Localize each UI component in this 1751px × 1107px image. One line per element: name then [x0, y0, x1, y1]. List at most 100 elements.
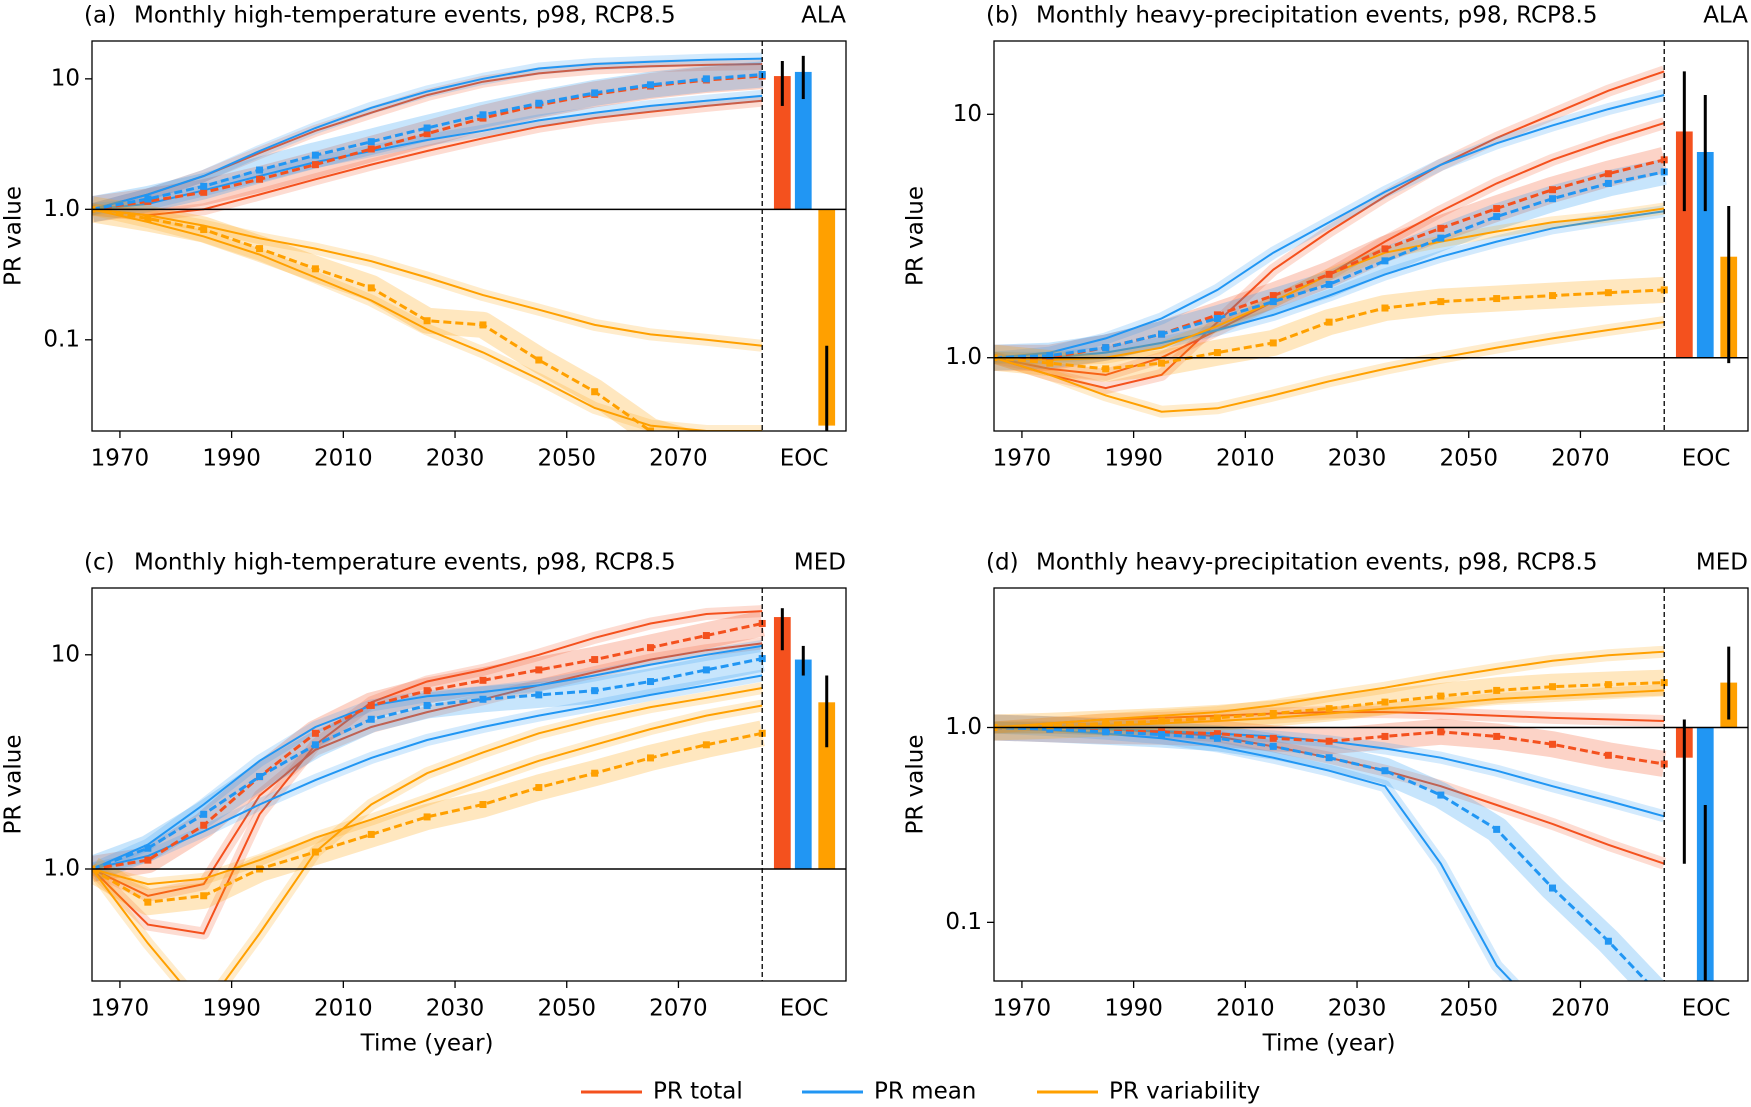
member-line [92, 208, 763, 347]
mean-marker [1437, 791, 1445, 799]
mean-marker [311, 161, 319, 169]
x-tick-label: 2050 [1439, 996, 1498, 1022]
x-axis-label: Time (year) [1262, 1031, 1396, 1057]
mean-marker [1381, 698, 1389, 706]
member-line [994, 94, 1665, 359]
mean-marker [647, 427, 655, 431]
x-tick-label: 2030 [426, 446, 485, 472]
mean-marker [702, 666, 710, 674]
mean-marker [200, 810, 208, 818]
mean-marker [1213, 311, 1221, 319]
member-line [92, 610, 763, 935]
mean-marker [1269, 710, 1277, 718]
mean-marker [1661, 996, 1668, 1003]
mean-marker [1325, 280, 1333, 288]
eoc-bar [773, 617, 791, 869]
mean-marker [1158, 731, 1166, 739]
mean-marker [1549, 884, 1557, 892]
mean-marker [367, 138, 375, 146]
member-line [92, 642, 763, 897]
mean-marker [144, 898, 152, 906]
panel-title: Monthly high-temperature events, p98, RC… [134, 550, 676, 576]
mean-marker [1493, 295, 1501, 303]
mean-marker [1549, 292, 1557, 300]
mean-marker [1493, 686, 1501, 694]
mean-marker [702, 75, 710, 83]
panel-label: (c) [84, 550, 115, 576]
y-tick-label: 1.0 [945, 344, 982, 370]
mean-marker [1269, 298, 1277, 306]
mean-marker [479, 676, 487, 684]
mean-marker [1102, 728, 1110, 736]
mean-marker [591, 656, 599, 664]
mean-marker [1325, 705, 1333, 713]
panel-label: (b) [986, 3, 1019, 29]
y-tick-label: 0.1 [945, 909, 982, 935]
legend-label: PR variability [1109, 1079, 1260, 1105]
y-tick-label: 1.0 [945, 714, 982, 740]
mean-marker [647, 644, 655, 652]
mean-marker [1604, 179, 1612, 187]
member-line [994, 70, 1665, 390]
mean-marker [1660, 156, 1668, 164]
mean-marker [1381, 732, 1389, 740]
mean-marker [591, 89, 599, 97]
x-tick-label: 2010 [1216, 996, 1275, 1022]
mean-marker [479, 801, 487, 809]
mean-marker [1381, 257, 1389, 265]
panel-title: Monthly high-temperature events, p98, RC… [134, 3, 676, 29]
mean-marker [1381, 767, 1389, 775]
mean-marker [1660, 760, 1668, 768]
mean-marker [479, 111, 487, 119]
mean-marker [1325, 737, 1333, 745]
mean-marker [1102, 365, 1110, 373]
eoc-label: EOC [1682, 996, 1731, 1022]
mean-marker [702, 632, 710, 640]
eoc-bar [773, 76, 791, 210]
mean-marker [1381, 304, 1389, 312]
eoc-bar [794, 71, 812, 210]
member-line [92, 57, 763, 211]
mean-marker [1437, 234, 1445, 242]
x-tick-label: 2050 [537, 996, 596, 1022]
mean-marker [1493, 213, 1501, 221]
mean-marker [758, 655, 766, 663]
x-tick-label: 2070 [1551, 446, 1610, 472]
axes-frame [91, 40, 847, 432]
mean-marker [479, 695, 487, 703]
mean-marker [200, 182, 208, 190]
axes-frame [993, 587, 1749, 982]
x-tick-label: 2030 [1328, 446, 1387, 472]
y-tick-label: 10 [51, 641, 80, 667]
mean-marker [1549, 683, 1557, 691]
plot-area [92, 52, 836, 431]
mean-marker [1102, 719, 1110, 727]
x-tick-label: 1970 [993, 996, 1052, 1022]
x-tick-label: 2010 [314, 996, 373, 1022]
x-tick-label: 2070 [649, 446, 708, 472]
mean-marker [1493, 732, 1501, 740]
y-tick-label: 0.1 [43, 326, 80, 352]
mean-marker [591, 687, 599, 695]
mean-marker [1213, 730, 1221, 738]
mean-marker [535, 691, 543, 699]
mean-marker [144, 215, 152, 223]
mean-marker [1493, 205, 1501, 213]
mean-marker [367, 145, 375, 153]
mean-marker [423, 317, 431, 325]
mean-marker [591, 388, 599, 396]
x-tick-label: 1970 [91, 446, 150, 472]
mean-marker [591, 769, 599, 777]
mean-marker [1269, 292, 1277, 300]
mean-marker [367, 284, 375, 292]
mean-marker [1325, 754, 1333, 762]
mean-marker [256, 166, 264, 174]
mean-marker [1213, 734, 1221, 742]
mean-marker [702, 741, 710, 749]
region-label: ALA [1703, 3, 1748, 29]
mean-marker [311, 729, 319, 737]
mean-marker [1604, 751, 1612, 759]
mean-marker [1046, 359, 1054, 367]
panel-title: Monthly heavy-precipitation events, p98,… [1036, 550, 1598, 576]
